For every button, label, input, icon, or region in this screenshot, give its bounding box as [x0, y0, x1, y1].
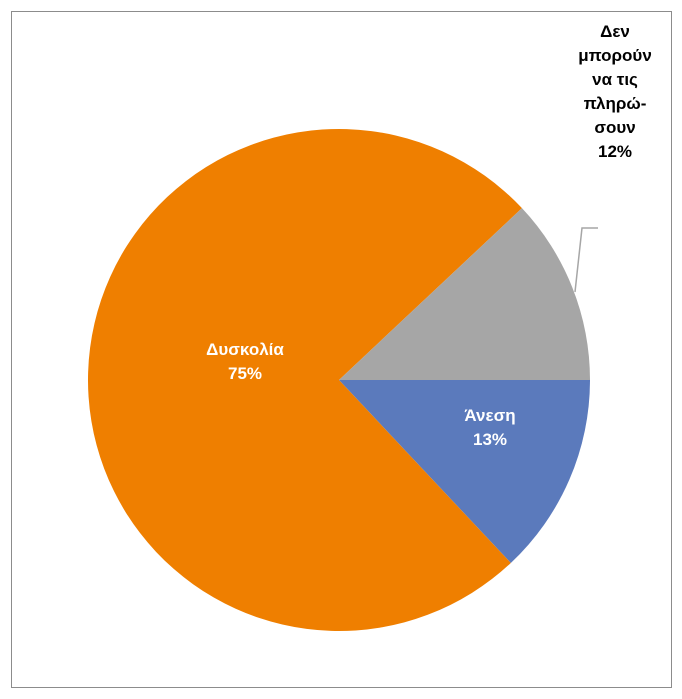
data-label: Άνεση 13%	[435, 404, 545, 452]
data-label: Δυσκολία 75%	[175, 338, 315, 386]
slice-value: 13%	[472, 430, 508, 449]
data-label: Δεν μπορούν να τις πληρώ-σουν 12%	[569, 20, 661, 164]
leader-line	[574, 227, 598, 293]
slice-name: Άνεση	[464, 406, 516, 425]
pie-slice	[339, 208, 590, 380]
slice-name: Δεν μπορούν να τις πληρώ-σουν	[578, 22, 652, 137]
slice-value: 75%	[227, 364, 263, 383]
slice-name: Δυσκολία	[206, 340, 284, 359]
slice-value: 12%	[597, 142, 633, 161]
pie-slice	[88, 129, 522, 631]
pie-slice	[339, 380, 590, 563]
